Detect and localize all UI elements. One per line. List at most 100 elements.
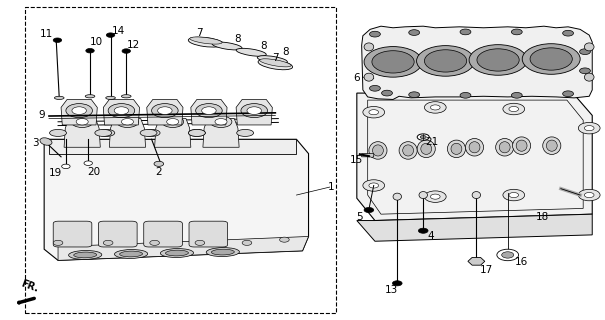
Circle shape — [530, 48, 572, 70]
Text: 1: 1 — [328, 182, 335, 192]
Ellipse shape — [143, 129, 160, 136]
Circle shape — [460, 29, 471, 35]
Polygon shape — [357, 214, 592, 241]
Text: 8: 8 — [260, 41, 267, 51]
Ellipse shape — [421, 143, 432, 155]
Ellipse shape — [120, 251, 143, 257]
Circle shape — [158, 107, 172, 115]
Ellipse shape — [419, 192, 428, 198]
Circle shape — [53, 240, 63, 245]
Circle shape — [62, 164, 70, 169]
Polygon shape — [203, 119, 239, 147]
Circle shape — [247, 107, 261, 115]
Text: 10: 10 — [90, 37, 103, 47]
Circle shape — [509, 193, 518, 197]
Ellipse shape — [472, 192, 480, 198]
Text: 19: 19 — [48, 168, 62, 178]
Ellipse shape — [206, 248, 240, 257]
Text: 12: 12 — [127, 40, 140, 50]
Ellipse shape — [74, 252, 97, 258]
Circle shape — [195, 104, 222, 118]
Bar — [25, 7, 336, 313]
Text: 17: 17 — [479, 265, 492, 275]
Circle shape — [382, 90, 393, 96]
Circle shape — [372, 51, 414, 73]
Polygon shape — [147, 100, 183, 125]
Circle shape — [84, 161, 93, 165]
Circle shape — [369, 110, 379, 115]
Circle shape — [117, 116, 139, 127]
Circle shape — [103, 240, 113, 245]
Circle shape — [167, 119, 178, 125]
Ellipse shape — [54, 96, 64, 100]
Text: 2: 2 — [155, 167, 162, 177]
Circle shape — [522, 44, 580, 74]
Circle shape — [162, 116, 183, 127]
Circle shape — [364, 207, 374, 212]
Ellipse shape — [258, 59, 293, 70]
Circle shape — [106, 33, 115, 37]
Circle shape — [71, 116, 93, 127]
Ellipse shape — [188, 129, 205, 136]
Ellipse shape — [212, 42, 242, 50]
Ellipse shape — [364, 73, 374, 81]
Polygon shape — [64, 119, 100, 147]
Polygon shape — [155, 119, 191, 147]
Ellipse shape — [257, 56, 287, 64]
Text: 7: 7 — [197, 28, 203, 37]
Circle shape — [369, 183, 379, 188]
Circle shape — [241, 104, 267, 118]
Ellipse shape — [393, 193, 402, 200]
Ellipse shape — [495, 139, 514, 156]
Polygon shape — [110, 119, 146, 147]
Polygon shape — [103, 100, 140, 125]
Circle shape — [150, 240, 160, 245]
Polygon shape — [49, 139, 296, 154]
Text: 13: 13 — [385, 285, 398, 295]
Circle shape — [53, 38, 62, 43]
FancyArrowPatch shape — [19, 298, 34, 303]
Circle shape — [195, 240, 204, 245]
Ellipse shape — [399, 142, 417, 159]
Circle shape — [431, 105, 440, 110]
Ellipse shape — [40, 138, 52, 145]
Circle shape — [578, 123, 600, 134]
Ellipse shape — [236, 48, 266, 56]
Ellipse shape — [140, 129, 157, 136]
Circle shape — [563, 30, 574, 36]
Text: 15: 15 — [350, 155, 364, 165]
Circle shape — [417, 134, 430, 140]
Ellipse shape — [160, 249, 194, 258]
Text: 3: 3 — [33, 139, 39, 148]
Circle shape — [393, 281, 402, 286]
Circle shape — [477, 49, 519, 71]
Text: FR.: FR. — [19, 279, 40, 294]
Circle shape — [460, 92, 471, 98]
Circle shape — [114, 107, 129, 115]
Ellipse shape — [403, 145, 414, 156]
Circle shape — [431, 194, 440, 199]
Polygon shape — [61, 100, 97, 125]
Circle shape — [580, 49, 590, 54]
Circle shape — [511, 29, 522, 35]
Polygon shape — [191, 100, 227, 125]
Ellipse shape — [68, 251, 102, 260]
Ellipse shape — [447, 140, 465, 158]
Ellipse shape — [114, 250, 148, 259]
Circle shape — [502, 252, 514, 258]
Ellipse shape — [543, 137, 561, 155]
Ellipse shape — [166, 250, 188, 256]
Circle shape — [66, 104, 93, 118]
Circle shape — [242, 240, 252, 245]
Ellipse shape — [417, 140, 435, 158]
Text: 16: 16 — [515, 257, 528, 267]
Text: 9: 9 — [39, 110, 45, 120]
Circle shape — [563, 91, 574, 97]
Text: 20: 20 — [88, 167, 101, 177]
Circle shape — [425, 191, 446, 202]
Ellipse shape — [373, 145, 384, 156]
Circle shape — [86, 49, 94, 53]
Circle shape — [419, 228, 428, 233]
Text: 5: 5 — [356, 212, 363, 222]
Circle shape — [409, 92, 420, 98]
